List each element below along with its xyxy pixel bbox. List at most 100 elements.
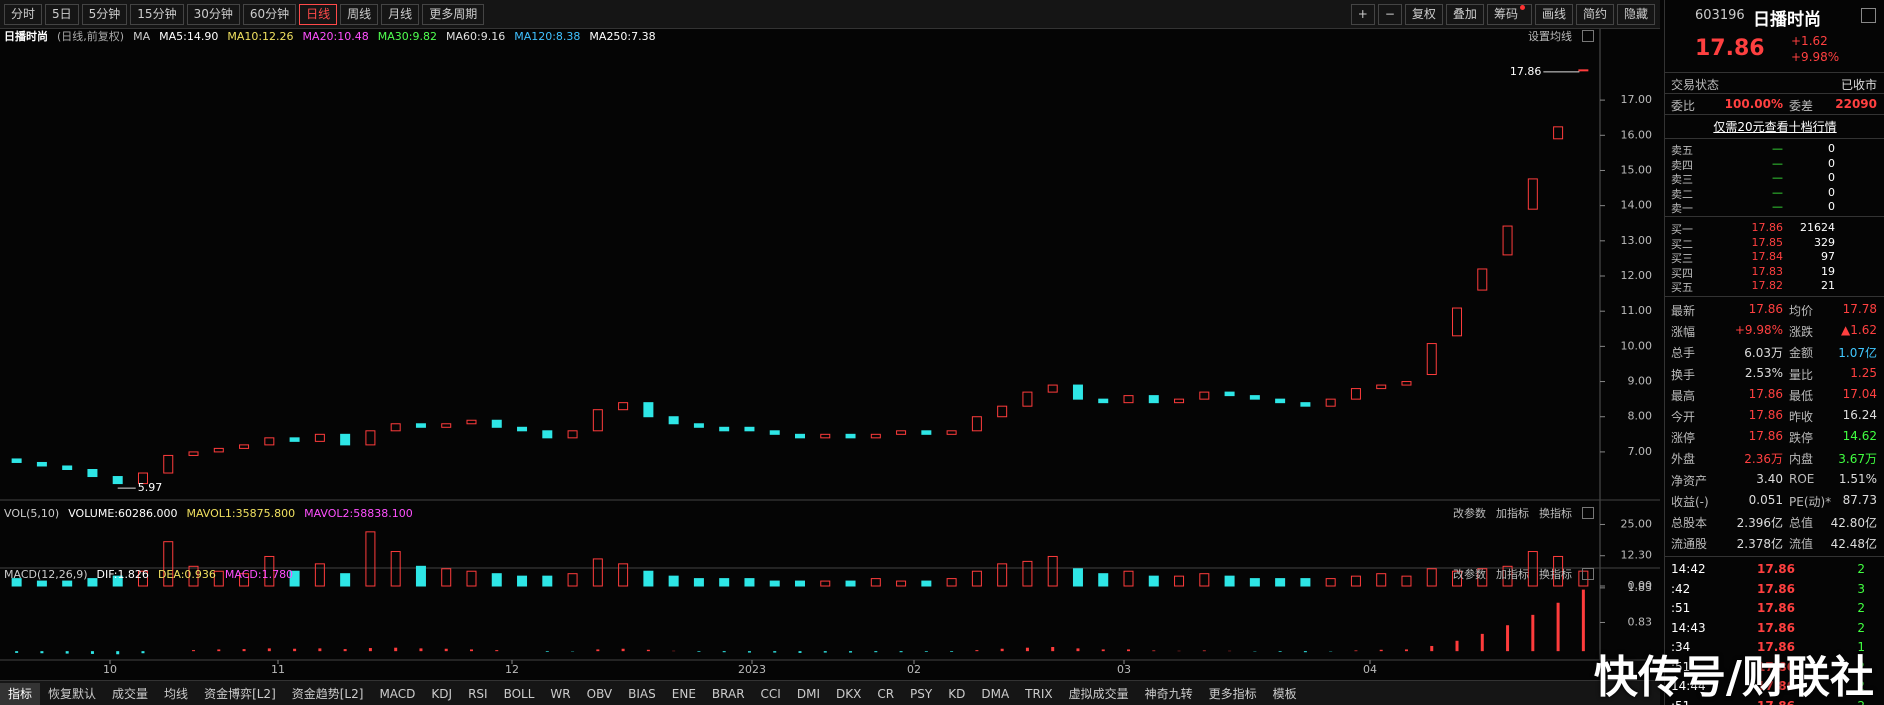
close-box[interactable]: [1582, 507, 1594, 519]
chart-mode: (日线,前复权): [57, 30, 125, 43]
quote-text: 1.51%: [1838, 471, 1877, 486]
quote-text: 2: [1857, 699, 1865, 705]
volume-bar: [1098, 573, 1109, 587]
indicator-tab[interactable]: ENE: [671, 686, 696, 701]
quote-text: 17.82: [1751, 279, 1784, 292]
panel-button[interactable]: 换指标: [1539, 507, 1572, 520]
volume-bar: [1325, 578, 1336, 587]
volume-bar: [517, 575, 528, 587]
volume-bar: [719, 578, 730, 587]
indicator-tab[interactable]: 资金趋势[L2]: [291, 686, 364, 701]
indicator-tab[interactable]: 成交量: [112, 686, 149, 701]
close-box[interactable]: [1582, 568, 1594, 580]
indicator-tab[interactable]: CR: [877, 686, 895, 701]
indicator-tab[interactable]: KD: [948, 686, 966, 701]
period-button[interactable]: 60分钟: [242, 3, 297, 25]
indicator-tab[interactable]: TRIX: [1025, 686, 1053, 701]
panel-button[interactable]: 换指标: [1539, 568, 1572, 581]
period-group: 分时 5日 5分钟 15分钟 30分钟 60分钟 日线 周线 月线 更多周期: [0, 3, 487, 25]
quote-text: :51: [1671, 659, 1691, 674]
indicator-tabs: 指标 恢复默认 成交量 均线 资金博弈[L2] 资金趋势[L2] MACD KDJ RSI BOL…: [0, 680, 1660, 705]
quote-text: 17.86: [1757, 620, 1795, 635]
indicator-tab[interactable]: DKX: [835, 686, 862, 701]
indicator-tab[interactable]: BIAS: [628, 686, 656, 701]
indicator-tab[interactable]: 资金博弈[L2]: [204, 686, 276, 701]
tool-button[interactable]: 复权: [1404, 3, 1443, 25]
quote-text: 最高: [1671, 388, 1696, 403]
quote-text: 17.83: [1751, 264, 1784, 278]
indicator-tab[interactable]: DMI: [796, 686, 820, 701]
indicator-tab[interactable]: 虚拟成交量: [1068, 686, 1129, 701]
tool-button[interactable]: 画线: [1534, 3, 1573, 25]
candle-body: [1401, 381, 1412, 386]
y-tick-label: 8.00: [1628, 410, 1653, 423]
tool-button[interactable]: 隐藏: [1616, 3, 1655, 25]
indicator-tab[interactable]: 神奇九转: [1144, 686, 1193, 701]
tool-button[interactable]: +: [1350, 3, 1375, 25]
close-box[interactable]: [1582, 30, 1594, 42]
volume-bar: [1578, 570, 1589, 587]
indicator-tab[interactable]: 指标: [0, 682, 41, 705]
quote-text: 14.62: [1842, 429, 1877, 444]
period-button[interactable]: 30分钟: [186, 3, 240, 25]
indicator-tab[interactable]: 恢复默认: [48, 686, 97, 701]
tool-button[interactable]: 叠加: [1445, 3, 1484, 25]
panel-button[interactable]: 改参数: [1453, 507, 1486, 520]
quote-text: 日播时尚: [1753, 10, 1821, 30]
indicator-tab[interactable]: 更多指标: [1208, 686, 1257, 701]
candle-body: [11, 458, 22, 463]
quote-text: 量比: [1789, 367, 1814, 382]
quote-text: 总手: [1671, 346, 1696, 361]
period-button[interactable]: 15分钟: [130, 3, 184, 25]
quote-text: ▲1.62: [1841, 323, 1877, 338]
period-button[interactable]: 5分钟: [81, 3, 128, 25]
quote-text: 涨幅: [1671, 325, 1696, 340]
indicator-tab[interactable]: 均线: [164, 686, 189, 701]
quote-text: 0.051: [1748, 492, 1783, 507]
indicator-tab[interactable]: PSY: [910, 686, 933, 701]
period-button[interactable]: 日线: [299, 3, 338, 25]
indicator-tab[interactable]: DMA: [981, 686, 1010, 701]
quote-text: 2.53%: [1744, 365, 1783, 380]
panel-button[interactable]: 改参数: [1453, 568, 1486, 581]
indicator-tab[interactable]: WR: [550, 686, 571, 701]
quote-text: 最新: [1671, 304, 1696, 318]
header-item: MA120:8.38: [514, 29, 581, 43]
upgrade-link[interactable]: 仅需20元查看十档行情: [1713, 120, 1837, 134]
indicator-tab[interactable]: BOLL: [503, 686, 535, 701]
indicator-tab[interactable]: 模板: [1272, 686, 1297, 701]
volume-bar: [820, 580, 831, 587]
quote-text: 2: [1857, 659, 1865, 674]
volume-bar: [1300, 578, 1311, 587]
panel-button[interactable]: 加指标: [1496, 507, 1529, 520]
indicator-tab[interactable]: RSI: [468, 686, 488, 701]
volume-bar: [390, 551, 401, 587]
quote-text: 卖四: [1671, 158, 1693, 172]
y-tick-label: 15.00: [1621, 163, 1653, 176]
tool-button[interactable]: 筹码: [1486, 3, 1532, 25]
header-item: VOLUME:60286.000: [68, 506, 178, 520]
ma-settings[interactable]: 设置均线: [1528, 30, 1572, 43]
period-button[interactable]: 月线: [381, 3, 420, 25]
period-button[interactable]: 更多周期: [422, 3, 485, 25]
header-item: MAVOL2:58838.100: [304, 506, 413, 520]
panel-button[interactable]: 加指标: [1496, 568, 1529, 581]
quote-text: 19: [1821, 264, 1835, 278]
quote-text: 买一: [1671, 223, 1693, 236]
add-button[interactable]: [1861, 8, 1876, 23]
tool-button[interactable]: −: [1377, 3, 1402, 25]
indicator-tab[interactable]: MACD: [379, 686, 416, 701]
candle-body: [1477, 268, 1488, 291]
period-button[interactable]: 5日: [45, 3, 79, 25]
volume-bar: [1174, 575, 1185, 587]
quote-text: 交易状态: [1671, 78, 1720, 92]
volume-bar: [1072, 568, 1083, 587]
quote-text: 42.80亿: [1830, 516, 1877, 530]
indicator-tab[interactable]: OBV: [586, 686, 613, 701]
period-button[interactable]: 分时: [4, 3, 43, 25]
indicator-tab[interactable]: KDJ: [431, 686, 453, 701]
indicator-tab[interactable]: CCI: [760, 686, 781, 701]
indicator-tab[interactable]: BRAR: [711, 686, 745, 701]
tool-button[interactable]: 简约: [1575, 3, 1614, 25]
period-button[interactable]: 周线: [340, 3, 379, 25]
